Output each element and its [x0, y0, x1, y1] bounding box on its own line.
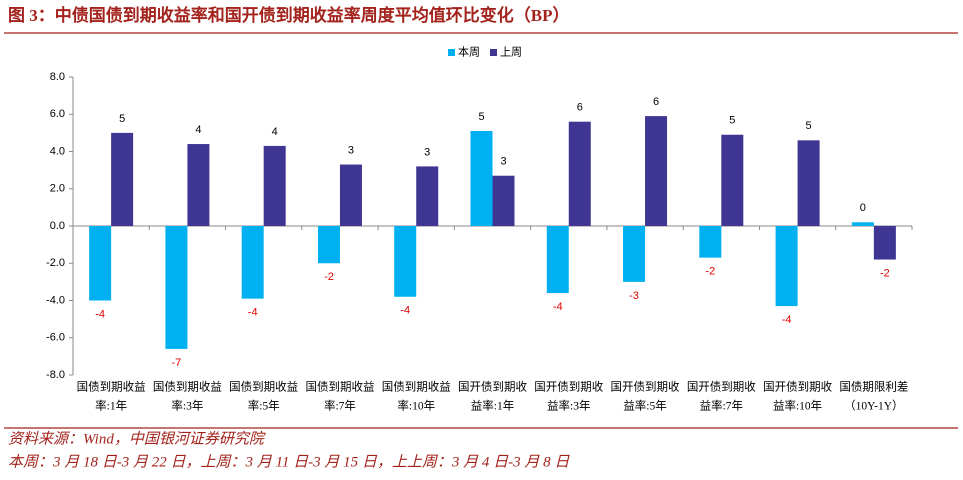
bar: [721, 134, 744, 226]
bar: [317, 226, 340, 264]
x-tick-label: 率:10年: [397, 399, 435, 413]
value-label: 6: [577, 102, 583, 114]
value-label: -3: [629, 290, 639, 302]
x-tick-label: 国债到期收益: [153, 380, 222, 394]
x-tick-label: 率:3年: [171, 399, 203, 413]
value-label: 3: [348, 144, 354, 156]
note: 本周：3 月 18 日-3 月 22 日，上周：3 月 11 日-3 月 15 …: [8, 453, 570, 470]
bar: [851, 222, 874, 226]
x-tick-label: 益率:5年: [623, 399, 666, 413]
x-tick-label: 益率:1年: [471, 399, 514, 413]
x-tick-label: 率:1年: [95, 399, 127, 413]
x-tick-label: 国债期限利差: [839, 380, 908, 394]
y-tick-label: 2.0: [50, 183, 65, 195]
value-label: 3: [500, 156, 506, 168]
value-label: -4: [400, 305, 410, 317]
value-label: 6: [653, 96, 659, 108]
bar: [394, 226, 417, 297]
legend-swatch: [490, 49, 497, 56]
value-label: -4: [782, 314, 792, 326]
x-tick-label: 国债到期收益: [305, 380, 374, 394]
bar: [775, 226, 798, 307]
chart-title: 图 3：中债国债到期收益率和国开债到期收益率周度平均值环比变化（BP）: [8, 5, 569, 25]
bar: [546, 226, 569, 294]
x-tick-label: 率:5年: [248, 399, 280, 413]
y-tick-label: 6.0: [50, 108, 65, 120]
value-label: -2: [705, 266, 715, 278]
y-tick-label: 8.0: [50, 71, 65, 83]
y-tick-label: -4.0: [46, 294, 65, 306]
x-tick-label: 国开债到期收: [611, 380, 680, 394]
value-label: 5: [119, 113, 125, 125]
value-label: -4: [95, 308, 105, 320]
x-tick-label: 国开债到期收: [458, 380, 527, 394]
legend-label: 本周: [458, 45, 480, 59]
bar: [111, 132, 134, 226]
bar: [699, 226, 722, 258]
value-label: 5: [478, 111, 484, 123]
value-label: 3: [424, 146, 430, 158]
bar: [241, 226, 264, 299]
x-tick-label: （10Y-1Y）: [844, 400, 903, 413]
x-tick-label: 益率:3年: [547, 399, 590, 413]
x-tick-label: 国债到期收益: [382, 380, 451, 394]
value-label: -7: [172, 357, 182, 369]
bar: [89, 226, 112, 301]
value-label: 4: [195, 124, 201, 136]
value-label: -2: [324, 271, 334, 283]
value-label: 5: [729, 115, 735, 127]
legend-label: 上周: [500, 46, 522, 59]
x-tick-label: 国债到期收益: [229, 380, 298, 394]
bar: [797, 140, 820, 226]
y-tick-label: 4.0: [50, 145, 65, 157]
bar: [263, 145, 286, 226]
bar: [187, 144, 210, 226]
bar: [416, 166, 439, 226]
source: 资料来源：Wind，中国银河证券研究院: [8, 430, 266, 447]
bar: [873, 226, 896, 260]
bar: [623, 226, 646, 282]
bar: [492, 175, 515, 226]
value-label: 5: [806, 120, 812, 132]
x-tick-label: 益率:10年: [773, 399, 822, 413]
value-label: -4: [248, 307, 258, 319]
y-tick-label: -6.0: [46, 332, 65, 344]
x-tick-label: 率:7年: [324, 399, 356, 413]
bar: [339, 164, 362, 226]
bar: [645, 116, 668, 226]
bar: [470, 131, 493, 226]
value-label: 0: [860, 202, 866, 214]
x-tick-label: 国开债到期收: [763, 380, 832, 394]
x-tick-label: 益率:7年: [700, 399, 743, 413]
y-tick-label: -8.0: [46, 369, 65, 381]
x-tick-label: 国债到期收益: [77, 380, 146, 394]
y-tick-label: -2.0: [46, 257, 65, 269]
bar: [165, 226, 188, 349]
bar: [568, 121, 591, 226]
y-tick-label: 0.0: [50, 220, 65, 232]
value-label: 4: [272, 126, 278, 138]
x-tick-label: 国开债到期收: [534, 380, 603, 394]
value-label: -4: [553, 301, 563, 313]
legend-swatch: [448, 49, 455, 56]
value-label: -2: [880, 267, 890, 279]
x-tick-label: 国开债到期收: [687, 380, 756, 394]
